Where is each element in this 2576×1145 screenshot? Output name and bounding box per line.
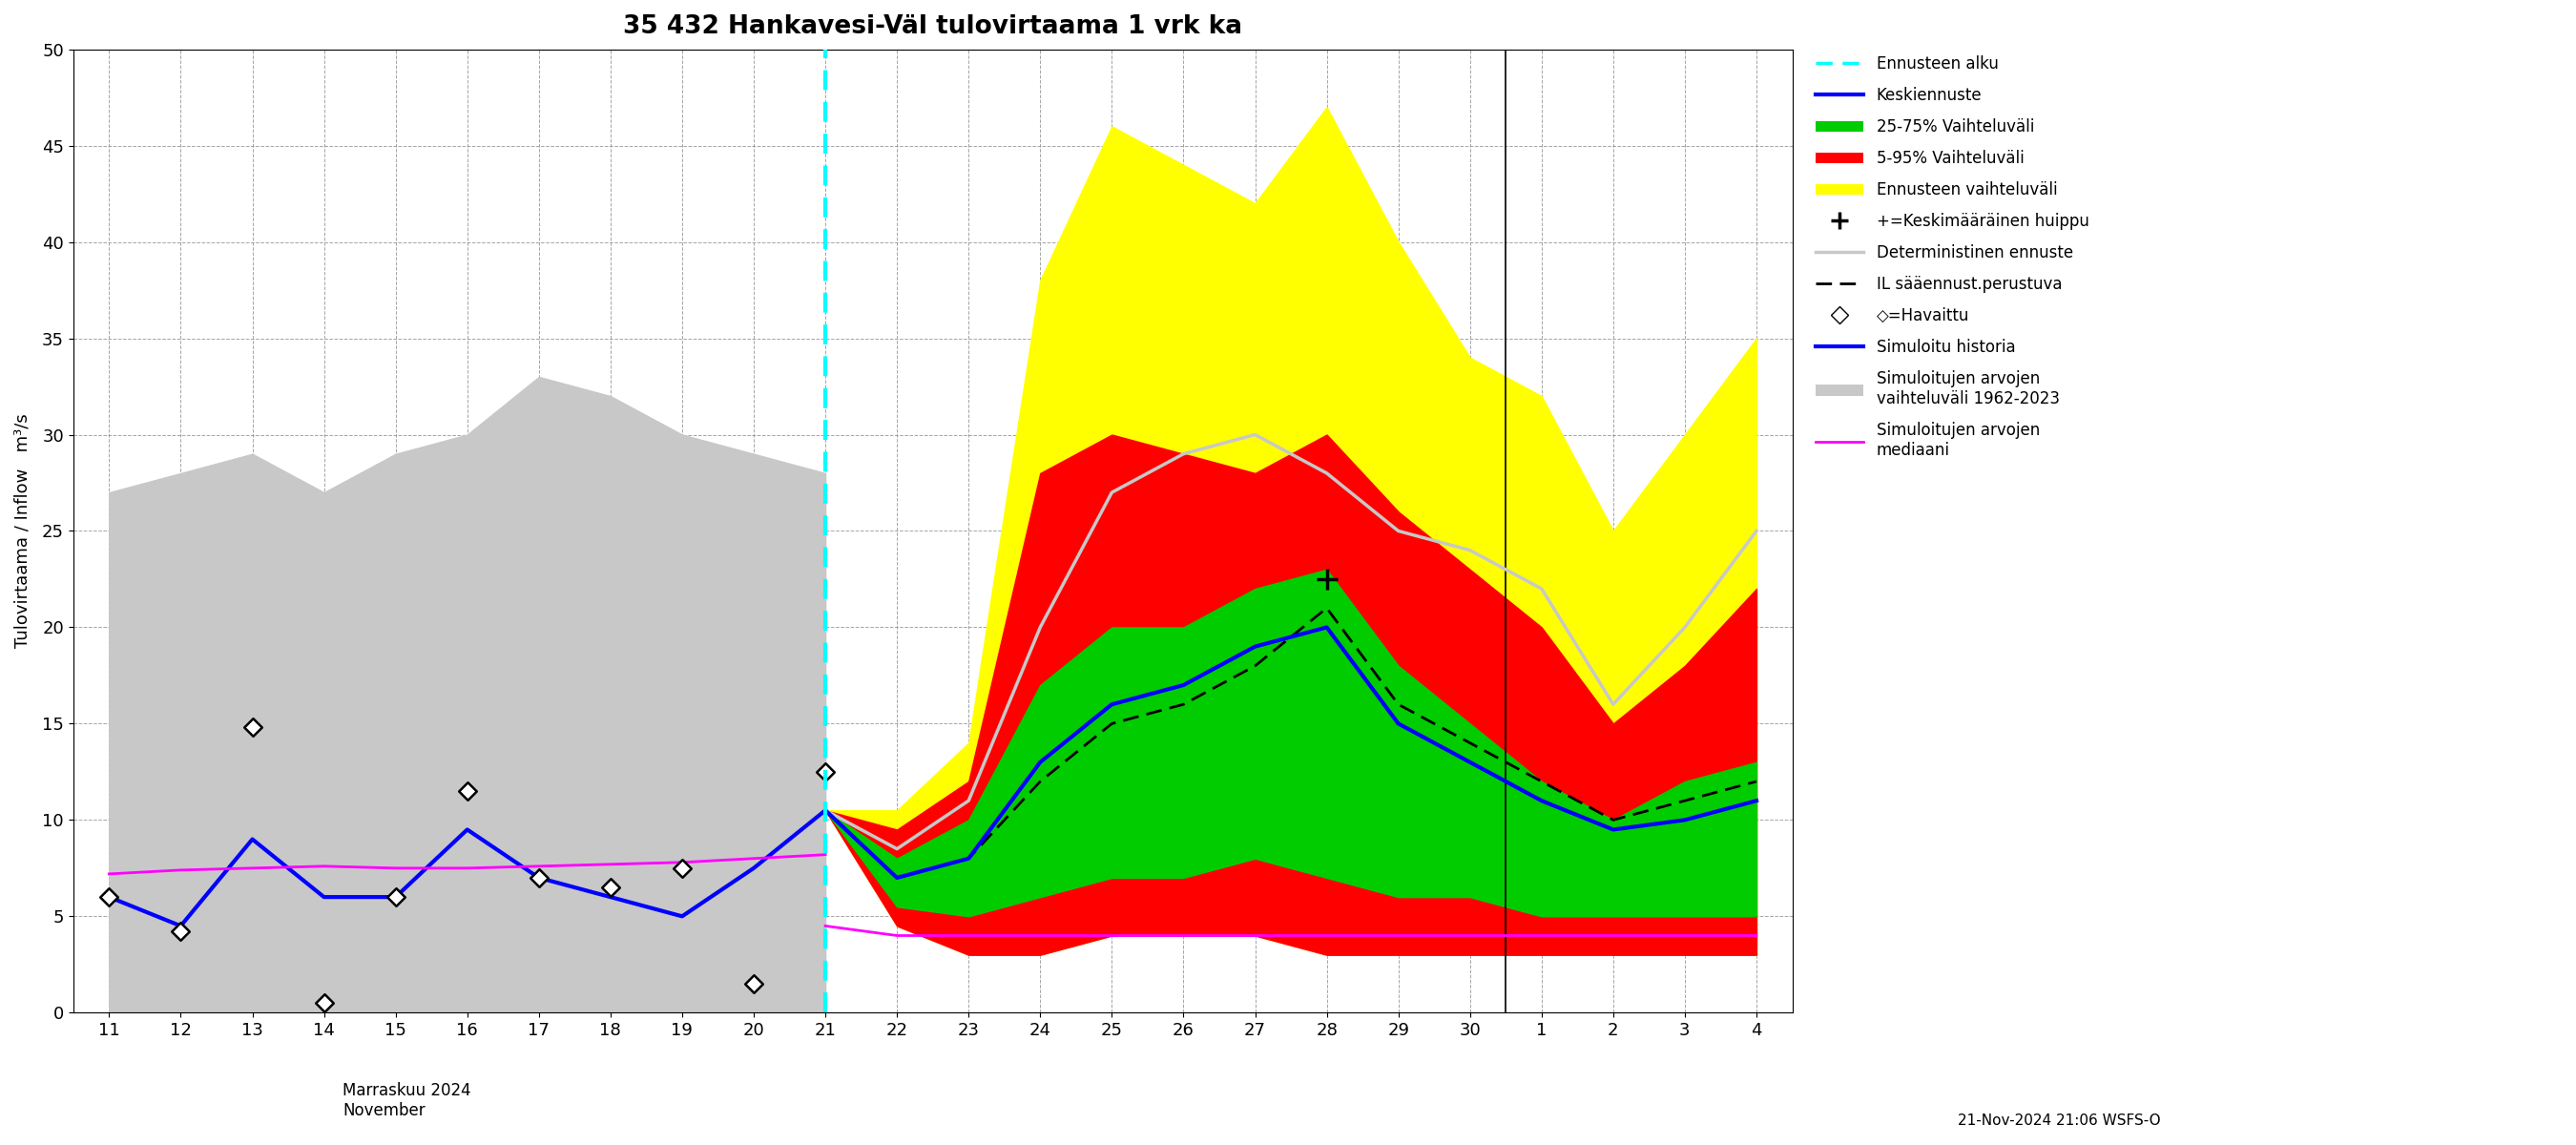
Point: [376, 887, 417, 906]
Point: [160, 923, 201, 941]
Point: [304, 994, 345, 1012]
Point: [88, 887, 129, 906]
Legend: Ennusteen alku, Keskiennuste, 25-75% Vaihteluväli, 5-95% Vaihteluväli, Ennusteen: Ennusteen alku, Keskiennuste, 25-75% Vai…: [1808, 49, 2094, 465]
Point: [518, 869, 559, 887]
Point: [446, 782, 487, 800]
Point: [804, 763, 845, 781]
Y-axis label: Tulovirtaama / Inflow   m³/s: Tulovirtaama / Inflow m³/s: [15, 413, 31, 648]
Title: 35 432 Hankavesi-Väl tulovirtaama 1 vrk ka: 35 432 Hankavesi-Väl tulovirtaama 1 vrk …: [623, 14, 1242, 39]
Point: [232, 718, 273, 736]
Text: Marraskuu 2024
November: Marraskuu 2024 November: [343, 1082, 471, 1119]
Text: 21-Nov-2024 21:06 WSFS-O: 21-Nov-2024 21:06 WSFS-O: [1958, 1113, 2161, 1128]
Point: [734, 974, 775, 993]
Point: [590, 878, 631, 897]
Point: [662, 859, 703, 877]
